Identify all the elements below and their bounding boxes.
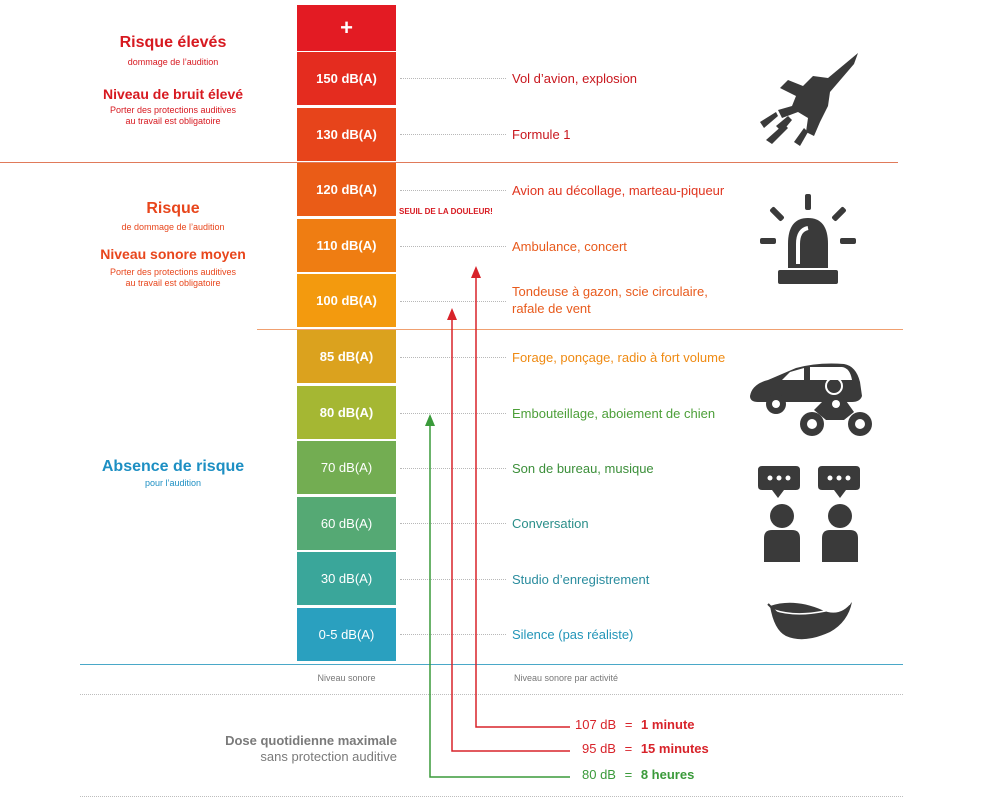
- scale-top-plus: +: [297, 5, 396, 51]
- activity-label: Conversation: [512, 515, 589, 531]
- activity-footer-label: Niveau sonore par activité: [514, 673, 619, 683]
- zone-medium-subtitle2-line2: au travail est obligatoire: [125, 278, 221, 288]
- zone-divider-bottom: [80, 664, 903, 665]
- activity-label: Son de bureau, musique: [512, 460, 654, 476]
- scale-segment: 100 dB(A): [297, 274, 396, 328]
- dose-level: 80 dB: [582, 767, 616, 782]
- activity-label: Formule 1: [512, 126, 571, 142]
- activity-label: Forage, ponçage, radio à fort volume: [512, 349, 726, 365]
- scale-footer-label: Niveau sonore: [317, 673, 376, 683]
- zone-medium-subtitle: de dommage de l’audition: [121, 222, 225, 232]
- dose-duration: 1 minute: [641, 717, 695, 732]
- siren-icon: [760, 194, 856, 284]
- dose-row: 80 dB = 8 heures: [582, 767, 694, 782]
- leader-line: [400, 78, 506, 79]
- leader-line: [400, 579, 506, 580]
- zone-medium-title2: Niveau sonore moyen: [100, 246, 246, 262]
- zone-divider-high: [0, 162, 898, 163]
- scale-segment: 0-5 dB(A): [297, 608, 396, 661]
- dose-title: Dose quotidienne maximale: [225, 733, 397, 748]
- arrow-95db: [447, 308, 570, 752]
- zone-high-subtitle: dommage de l’audition: [127, 57, 219, 67]
- zone-none-subtitle: pour l’audition: [144, 478, 202, 488]
- activity-label: Silence (pas réaliste): [512, 626, 634, 642]
- leader-line: [400, 301, 506, 302]
- scale-segment: 130 dB(A): [297, 107, 396, 161]
- leader-line: [400, 246, 506, 247]
- scale-segment: 30 dB(A): [297, 552, 396, 606]
- pain-threshold-label: SEUIL DE LA DOULEUR!: [399, 207, 493, 216]
- dose-row: 107 dB = 1 minute: [575, 717, 695, 732]
- leader-line: [400, 134, 506, 135]
- dose-subtitle: sans protection auditive: [260, 749, 397, 764]
- scale-segment: 85 dB(A): [297, 330, 396, 383]
- activity-label: Embouteillage, aboiement de chien: [512, 405, 716, 421]
- zone-high-subtitle2-line2: au travail est obligatoire: [125, 116, 221, 126]
- activity-label: Tondeuse à gazon, scie circulaire, rafale…: [512, 284, 708, 316]
- zone-high-title2: Niveau de bruit élevé: [102, 86, 244, 102]
- scale-segment: 70 dB(A): [297, 441, 396, 495]
- scale-segment: 150 dB(A): [297, 52, 396, 105]
- leader-line: [400, 190, 506, 191]
- leader-line: [400, 634, 506, 635]
- zone-high-title: Risque élevés: [119, 34, 227, 51]
- dose-level: 95 dB: [582, 741, 616, 756]
- zone-divider-medium: [257, 329, 903, 330]
- footer-divider: [80, 694, 903, 695]
- scale-segment: 80 dB(A): [297, 385, 396, 439]
- dose-eq: =: [624, 767, 633, 782]
- dose-eq: =: [624, 741, 633, 756]
- zone-medium-subtitle2-line1: Porter des protections auditives: [109, 267, 237, 277]
- scale-segment: 120 dB(A): [297, 163, 396, 217]
- dose-row: 95 dB = 15 minutes: [582, 741, 709, 756]
- activity-label: Ambulance, concert: [512, 238, 627, 254]
- dose-level: 107 dB: [575, 717, 617, 732]
- scale-segment: 110 dB(A): [297, 218, 396, 272]
- leader-line: [400, 357, 506, 358]
- activity-label: Studio d’enregistrement: [512, 571, 650, 587]
- arrow-80db: [425, 414, 570, 778]
- activity-label: Avion au décollage, marteau-piqueur: [512, 182, 725, 198]
- feather-icon: [767, 602, 852, 640]
- leader-line: [400, 523, 506, 524]
- fighter-jet-icon: [760, 53, 858, 146]
- dose-eq: =: [624, 717, 633, 732]
- zone-medium-title: Risque: [146, 200, 200, 217]
- activity-label: Vol d’avion, explosion: [512, 70, 638, 86]
- bottom-divider: [80, 796, 903, 797]
- zone-none-title: Absence de risque: [101, 458, 245, 475]
- leader-line: [400, 413, 506, 414]
- arrow-107db: [471, 266, 570, 728]
- leader-line: [400, 468, 506, 469]
- conversation-icon: [758, 466, 860, 562]
- zone-high-subtitle2-line1: Porter des protections auditives: [109, 105, 237, 115]
- scale-segment: 60 dB(A): [297, 496, 396, 550]
- dose-duration: 8 heures: [640, 767, 695, 782]
- car-motorcycle-icon: [750, 363, 872, 436]
- dose-duration: 15 minutes: [640, 741, 709, 756]
